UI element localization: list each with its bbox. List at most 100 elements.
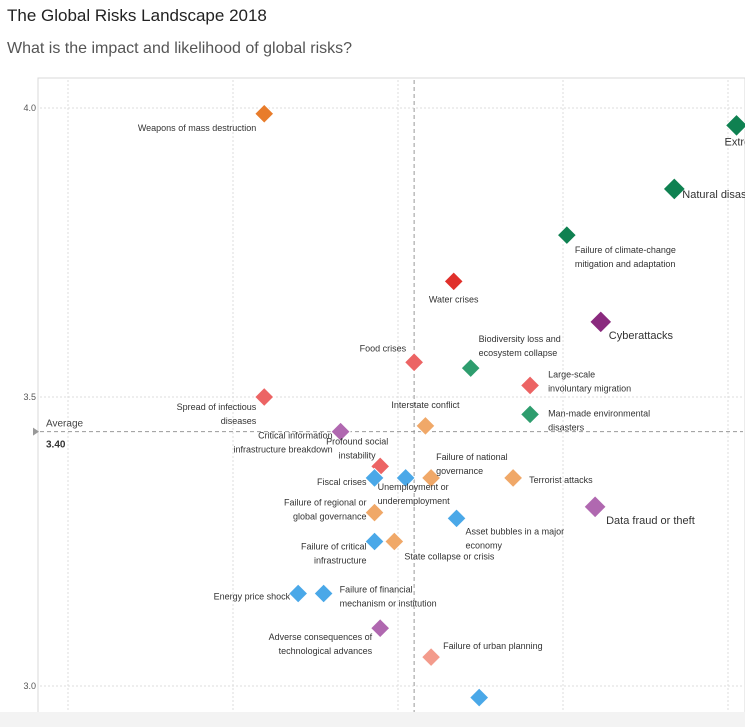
risk-point[interactable]: [287, 583, 309, 604]
point-label: Interstate conflict: [391, 400, 460, 410]
point-label-line: Spread of infectious: [177, 402, 257, 412]
point-label-line: Failure of urban planning: [443, 641, 543, 651]
point-label-line: Man-made environmental: [548, 408, 650, 418]
point-label-line: underemployment: [378, 496, 451, 506]
point-label: Unemployment or underemployment: [378, 482, 451, 506]
point-label-line: global governance: [293, 512, 367, 522]
point-label-line: Profound social: [326, 436, 388, 446]
point-label: Failure of climate-change mitigation and …: [575, 245, 676, 269]
point-label-line: Failure of climate-change: [575, 245, 676, 255]
risk-point[interactable]: [403, 352, 425, 373]
point-label-line: Asset bubbles in a major: [466, 526, 565, 536]
data-points: [254, 103, 745, 708]
y-axis-ticks: 3.0 3.5 4.0: [23, 103, 36, 691]
point-label-line: Failure of critical: [301, 542, 367, 552]
point-label: Terrorist attacks: [529, 475, 593, 485]
point-label-line: disasters: [548, 422, 585, 432]
risk-point[interactable]: [395, 467, 416, 489]
point-label-line: ecosystem collapse: [479, 348, 558, 358]
risk-point[interactable]: [446, 508, 467, 529]
point-label-line: economy: [466, 540, 503, 550]
point-label-line: technological advances: [279, 646, 373, 656]
point-label-line: State collapse or crisis: [404, 552, 495, 562]
risk-point[interactable]: [724, 113, 745, 138]
average-marker: [33, 427, 39, 436]
risk-point[interactable]: [468, 687, 490, 708]
point-label-line: Natural disasters: [682, 189, 745, 201]
risk-point[interactable]: [502, 467, 524, 489]
point-label: Data fraud or theft: [606, 515, 695, 527]
point-label-line: Energy price shock: [214, 592, 291, 602]
point-label-line: Failure of financial: [340, 585, 413, 595]
point-label: Water crises: [429, 294, 479, 304]
risk-point[interactable]: [384, 531, 405, 552]
risk-point[interactable]: [369, 617, 391, 639]
risk-point[interactable]: [313, 583, 334, 604]
point-label-line: mitigation and adaptation: [575, 259, 676, 269]
point-label: Biodiversity loss and ecosystem collapse: [479, 334, 561, 358]
point-label: Profound social instability: [326, 436, 388, 460]
point-label: Cyberattacks: [609, 330, 674, 342]
bottom-strip: [0, 712, 745, 727]
point-label-line: Water crises: [429, 294, 479, 304]
point-label-line: Data fraud or theft: [606, 515, 695, 527]
risk-point[interactable]: [519, 375, 541, 396]
point-label-line: involuntary migration: [548, 383, 631, 393]
point-label-line: Failure of national: [436, 452, 508, 462]
chart-subtitle: What is the impact and likelihood of glo…: [7, 40, 353, 57]
point-label-line: Cyberattacks: [609, 330, 674, 342]
point-label-line: Weapons of mass destruction: [138, 123, 256, 133]
point-label: Failure of critical infrastructure: [301, 542, 367, 566]
point-label: Natural disasters: [682, 189, 745, 201]
point-label: Weapons of mass destruction: [138, 123, 256, 133]
risk-point[interactable]: [254, 103, 275, 124]
point-label-line: mechanism or institution: [340, 599, 437, 609]
point-label: Food crises: [360, 343, 407, 353]
risk-point[interactable]: [420, 646, 442, 668]
risk-point[interactable]: [420, 467, 442, 489]
point-label: Failure of financial mechanism or institu…: [340, 585, 437, 609]
point-label-line: Terrorist attacks: [529, 475, 593, 485]
point-label-line: Large-scale: [548, 369, 595, 379]
risk-point[interactable]: [415, 415, 436, 437]
plot-frame: [37, 77, 745, 719]
chart-title: The Global Risks Landscape 2018: [7, 6, 267, 25]
risk-point[interactable]: [364, 531, 385, 552]
point-label: Fiscal crises: [317, 477, 367, 487]
point-label-line: Food crises: [360, 343, 407, 353]
risk-point[interactable]: [460, 357, 481, 379]
point-label: State collapse or crisis: [404, 552, 495, 562]
point-label-line: Unemployment or: [378, 482, 449, 492]
point-label-line: infrastructure: [314, 556, 367, 566]
risk-point[interactable]: [662, 177, 687, 201]
point-labels: Weapons of mass destruction Extreme weath…: [138, 123, 745, 656]
point-label-line: Extreme weather events: [725, 136, 745, 148]
risk-point[interactable]: [443, 271, 464, 292]
point-label: Large-scale involuntary migration: [548, 369, 631, 393]
point-label: Critical information infrastructure break…: [234, 431, 333, 455]
risk-point[interactable]: [330, 421, 351, 442]
y-tick-label: 3.5: [23, 392, 36, 402]
risk-point[interactable]: [254, 386, 275, 408]
point-label: Asset bubbles in a major economy: [466, 526, 565, 550]
y-tick-label: 4.0: [23, 103, 36, 113]
risk-point[interactable]: [556, 224, 578, 246]
point-label: Adverse consequences of technological adv…: [269, 632, 373, 656]
risk-point[interactable]: [364, 502, 385, 523]
point-label: Energy price shock: [214, 592, 291, 602]
point-label-line: Failure of regional or: [284, 498, 367, 508]
risk-point[interactable]: [364, 467, 385, 489]
point-label-line: diseases: [221, 416, 257, 426]
point-label-line: Interstate conflict: [391, 400, 460, 410]
risk-point[interactable]: [583, 495, 607, 519]
grid-lines: [40, 80, 743, 712]
average-value: 3.40: [46, 440, 66, 451]
risk-point[interactable]: [519, 404, 541, 425]
risk-point[interactable]: [589, 310, 613, 334]
point-label-line: Adverse consequences of: [269, 632, 373, 642]
average-label: Average: [46, 419, 84, 430]
point-label-line: Fiscal crises: [317, 477, 367, 487]
point-label: Spread of infectious diseases: [177, 402, 257, 426]
point-label: Failure of regional or global governance: [284, 498, 367, 522]
